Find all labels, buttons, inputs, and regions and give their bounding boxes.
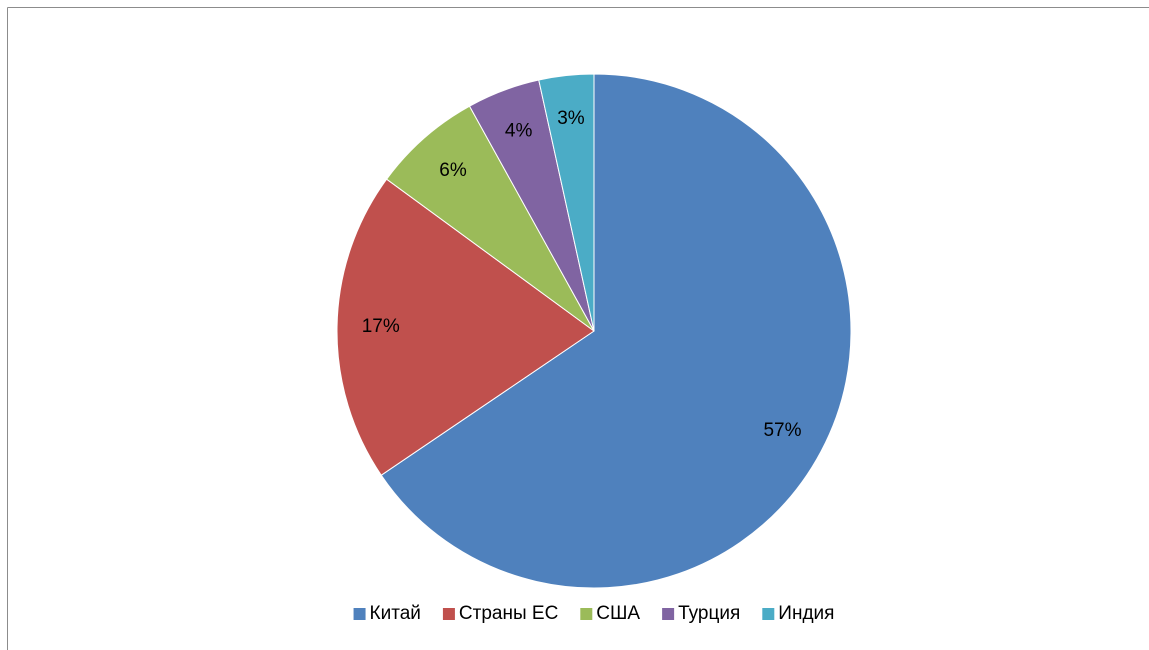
pie-slice: [380, 73, 852, 589]
data-label: 6%: [439, 160, 467, 181]
data-label: 17%: [362, 316, 400, 337]
legend-label: Страны ЕС: [459, 603, 558, 624]
legend-label: Турция: [678, 603, 740, 624]
data-label: 3%: [557, 108, 585, 129]
legend-label: США: [596, 603, 640, 624]
data-label: 4%: [505, 120, 533, 141]
legend-swatch: [662, 608, 675, 620]
data-label: 57%: [763, 420, 801, 441]
legend-swatch: [762, 608, 775, 620]
legend-swatch: [580, 608, 593, 620]
legend-swatch: [353, 608, 366, 620]
pie-slice: [385, 105, 595, 332]
legend-swatch: [442, 608, 455, 620]
pie-slice: [538, 73, 595, 332]
legend-label: Китай: [370, 603, 421, 624]
legend-label: Индия: [778, 603, 834, 624]
pie-slice: [336, 178, 595, 476]
